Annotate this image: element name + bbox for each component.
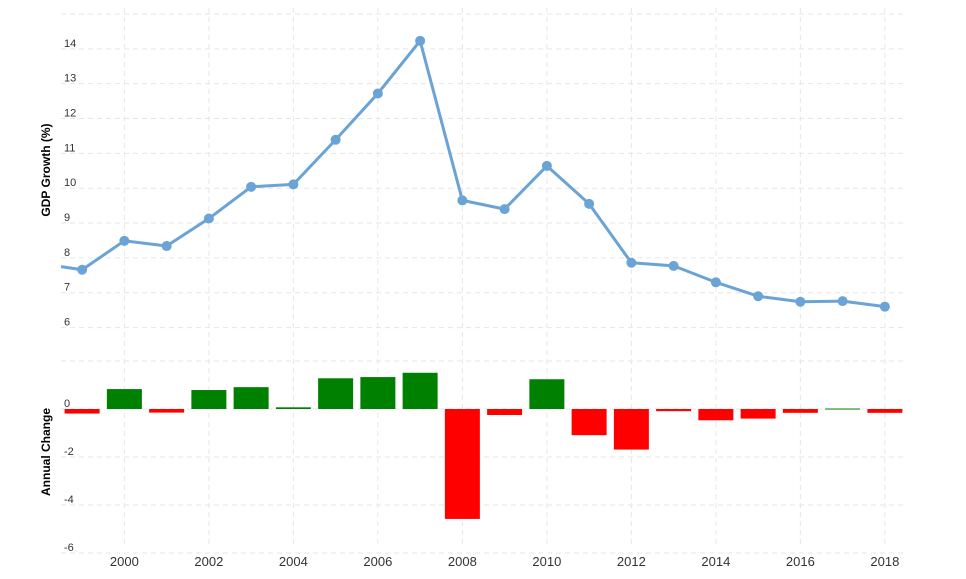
gdp-growth-points [77, 35, 890, 312]
gdp-y-tick-label: 12 [64, 108, 76, 120]
gdp-growth-point [626, 257, 637, 268]
gdp-growth-point [119, 235, 130, 246]
annual-change-bar [613, 409, 649, 450]
gdp-growth-series-line [60, 39, 886, 309]
gdp-growth-point [415, 35, 426, 46]
annual-change-bar [233, 387, 269, 409]
annual-change-bar [782, 409, 818, 413]
x-tick-label: 2000 [110, 554, 139, 569]
y-tick-labels: 6 7 8 9 10 11 12 13 14 -6 -4 -2 0 [64, 38, 76, 554]
x-tick-label: 2008 [448, 554, 477, 569]
gdp-growth-point [77, 264, 88, 275]
change-y-tick-label: -6 [64, 542, 74, 554]
gdp-y-tick-label: 6 [64, 317, 70, 329]
gdp-y-tick-label: 11 [64, 142, 75, 154]
annual-change-bar [360, 377, 396, 409]
x-tick-label: 2016 [786, 554, 815, 569]
annual-change-axis-title: Annual Change [39, 408, 53, 496]
gdp-y-tick-label: 9 [64, 212, 70, 224]
gdp-growth-axis-title: GDP Growth (%) [39, 123, 53, 216]
gdp-growth-point [246, 181, 257, 192]
gdp-growth-point [330, 134, 341, 145]
gdp-growth-point [288, 179, 299, 190]
annual-change-bar [698, 409, 734, 421]
x-tick-label: 2012 [617, 554, 646, 569]
change-y-tick-label: 0 [64, 398, 70, 410]
gdp-growth-point [795, 296, 806, 307]
x-tick-label: 2010 [532, 554, 561, 569]
gdp-growth-point [499, 204, 510, 215]
x-tick-label: 2004 [279, 554, 308, 569]
change-y-tick-label: -4 [64, 494, 74, 506]
gdp-y-tick-label: 10 [64, 177, 76, 189]
annual-change-bar [64, 409, 100, 414]
annual-change-bar [149, 409, 185, 413]
x-tick-label: 2002 [194, 554, 223, 569]
change-y-tick-label: -2 [64, 446, 74, 458]
x-tick-label: 2018 [870, 554, 899, 569]
gdp-growth-point [203, 213, 214, 224]
annual-change-bar [571, 409, 607, 436]
gdp-growth-point [541, 160, 552, 171]
gdp-growth-line [60, 39, 886, 309]
gdp-y-tick-label: 8 [64, 247, 70, 259]
annual-change-bar [402, 372, 438, 409]
annual-change-bar [740, 409, 776, 419]
gdp-growth-point [668, 260, 679, 271]
annual-change-bar [529, 379, 565, 409]
annual-change-bars [64, 372, 903, 519]
annual-change-bar [275, 407, 311, 409]
gdp-y-tick-label: 14 [64, 38, 76, 50]
gdp-growth-point [879, 301, 890, 312]
annual-change-bar [656, 409, 692, 412]
annual-change-bar [318, 378, 354, 409]
annual-change-bar [487, 409, 523, 415]
gdp-y-tick-label: 13 [64, 73, 76, 85]
x-tick-label: 2014 [701, 554, 730, 569]
annual-change-bar [444, 409, 480, 519]
grid-lines [61, 8, 906, 554]
gdp-growth-point [837, 296, 848, 307]
gdp-growth-point [457, 195, 468, 206]
annual-change-bar [825, 408, 861, 410]
x-tick-label: 2006 [363, 554, 392, 569]
x-tick-labels: 2000 2002 2004 2006 2008 2010 2012 2014 2016 2018 [110, 554, 899, 569]
gdp-growth-point [753, 291, 764, 302]
gdp-y-tick-label: 7 [64, 282, 70, 294]
gdp-growth-point [372, 88, 383, 99]
annual-change-bar [106, 389, 142, 409]
annual-change-bar [191, 390, 227, 409]
annual-change-bar [867, 409, 903, 413]
gdp-growth-point [161, 241, 172, 252]
gdp-growth-point [710, 277, 721, 288]
gdp-growth-point [584, 198, 595, 209]
